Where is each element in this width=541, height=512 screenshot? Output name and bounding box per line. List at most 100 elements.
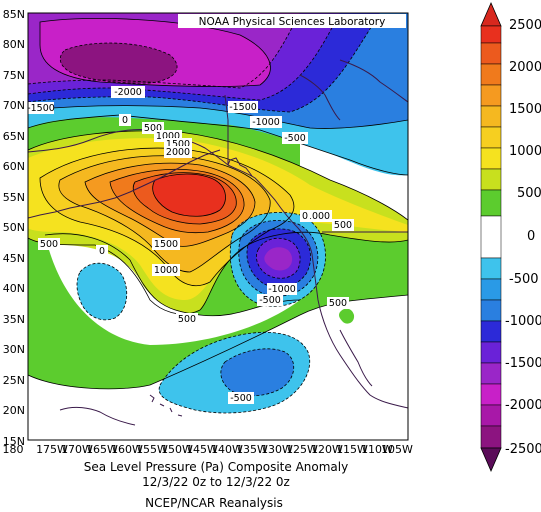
colorbar-swatch xyxy=(480,105,502,128)
colorbar-swatch xyxy=(480,257,502,280)
contour-label: -500 xyxy=(230,393,252,404)
colorbar-swatch xyxy=(480,278,502,301)
lon-axis: 180 175W 170W 165W 160W 155W 150W 145W 1… xyxy=(3,443,414,456)
lon-tick-label: 145W xyxy=(186,443,218,456)
lon-tick-label: 130W xyxy=(261,443,293,456)
colorbar-swatch xyxy=(480,425,502,449)
lat-tick-label: 15N xyxy=(3,435,25,448)
contour-label: 500 xyxy=(178,314,196,325)
lat-tick-label: 70N xyxy=(3,99,25,112)
lon-tick-label: 175W xyxy=(36,443,68,456)
colorbar-swatch xyxy=(480,320,502,343)
contour-label: -500 xyxy=(259,295,281,306)
colorbar-label: 2000 xyxy=(509,60,541,75)
colorbar-label: -500 xyxy=(509,272,539,287)
lon-tick-label: 165W xyxy=(86,443,118,456)
contour-label: 2000 xyxy=(166,147,190,158)
contour-label: 500 xyxy=(329,298,347,309)
lat-tick-label: 25N xyxy=(3,374,25,387)
colorbar-swatch xyxy=(480,404,502,427)
lat-tick-label: 30N xyxy=(3,343,25,356)
colorbar-swatch xyxy=(480,383,502,406)
credit-text: NOAA Physical Sciences Laboratory xyxy=(199,16,386,28)
colorbar-label: 2500 xyxy=(509,18,541,33)
colorbar: 2500 2000 1500 1000 500 0 -500 -1000 -15… xyxy=(480,1,541,473)
colorbar-top-arrow xyxy=(480,1,502,27)
lat-tick-label: 80N xyxy=(3,38,25,51)
lat-tick-label: 55N xyxy=(3,191,25,204)
anomaly-field-small-positive xyxy=(339,308,355,324)
lat-tick-label: 35N xyxy=(3,313,25,326)
lon-tick-label: 180 xyxy=(3,443,24,456)
colorbar-swatch xyxy=(480,215,502,259)
anomaly-field-pos-2000 xyxy=(152,174,226,217)
colorbar-swatch xyxy=(480,299,502,322)
colorbar-swatch xyxy=(480,25,502,44)
contour-label: 1500 xyxy=(154,239,178,250)
caption: Sea Level Pressure (Pa) Composite Anomal… xyxy=(84,460,348,510)
contour-label: -1000 xyxy=(268,284,296,295)
colorbar-label: 0 xyxy=(527,229,535,244)
colorbar-swatch xyxy=(480,341,502,364)
lat-tick-label: 85N xyxy=(3,8,25,21)
colorbar-swatch xyxy=(480,362,502,385)
lon-tick-label: 105W xyxy=(381,443,413,456)
anomaly-field-subtropical-low-neg-500 xyxy=(220,348,294,396)
lat-tick-label: 45N xyxy=(3,252,25,265)
lon-tick-label: 170W xyxy=(61,443,93,456)
lon-tick-label: 150W xyxy=(161,443,193,456)
contour-lines xyxy=(28,18,408,390)
colorbar-label: -2500 xyxy=(505,442,541,457)
lat-tick-label: 40N xyxy=(3,282,25,295)
colorbar-swatch xyxy=(480,63,502,86)
map-plot-area: -2000 -1500 -1500 -1000 -500 0 500 1000 … xyxy=(27,13,408,440)
colorbar-label: 500 xyxy=(517,186,541,201)
contour-label: 1000 xyxy=(156,131,180,142)
contour-label: -1500 xyxy=(229,102,257,113)
colorbar-label: 1500 xyxy=(509,102,541,117)
lat-tick-label: 75N xyxy=(3,69,25,82)
colorbar-swatch xyxy=(480,147,502,170)
colorbar-swatch xyxy=(480,168,502,191)
lat-tick-label: 60N xyxy=(3,160,25,173)
colorbar-label: 1000 xyxy=(509,144,541,159)
anomaly-field-low-neg-1250 xyxy=(264,247,293,271)
lon-tick-label: 160W xyxy=(111,443,143,456)
caption-dates: 12/3/22 0z to 12/3/22 0z xyxy=(142,475,290,489)
contour-label: -1500 xyxy=(27,103,55,114)
contour-label: 0 xyxy=(99,246,105,257)
contour-label: 0 xyxy=(302,211,308,222)
colorbar-swatch xyxy=(480,189,502,217)
lon-tick-label: 135W xyxy=(236,443,268,456)
lon-tick-label: 140W xyxy=(211,443,243,456)
lat-tick-label: 20N xyxy=(3,404,25,417)
caption-source: NCEP/NCAR Reanalysis xyxy=(145,496,283,510)
contour-label: 0 xyxy=(122,115,128,126)
colorbar-bottom-arrow xyxy=(480,447,502,473)
anomaly-field-neg-2250 xyxy=(60,43,178,84)
negative-contour-lines xyxy=(28,13,381,414)
colorbar-swatch xyxy=(480,84,502,107)
contour-label: 1000 xyxy=(306,211,330,222)
contour-label: -1000 xyxy=(252,117,280,128)
colorbar-label: -1000 xyxy=(505,314,541,329)
contour-label: 500 xyxy=(334,220,352,231)
contour-label: 1000 xyxy=(154,265,178,276)
lon-tick-label: 110W xyxy=(361,443,393,456)
lon-tick-label: 115W xyxy=(336,443,368,456)
lat-tick-label: 50N xyxy=(3,221,25,234)
lat-axis: 85N 80N 75N 70N 65N 60N 55N 50N 45N 40N … xyxy=(3,8,25,448)
lon-tick-label: 125W xyxy=(286,443,318,456)
colorbar-label: -1500 xyxy=(505,356,541,371)
contour-label: 500 xyxy=(144,123,162,134)
lon-tick-label: 155W xyxy=(136,443,168,456)
caption-title: Sea Level Pressure (Pa) Composite Anomal… xyxy=(84,460,348,474)
colorbar-swatch xyxy=(480,126,502,149)
contour-label-group: -2000 -1500 -1500 -1000 -500 0 500 1000 … xyxy=(27,86,354,404)
lon-tick-label: 120W xyxy=(311,443,343,456)
anomaly-field-west-low xyxy=(77,263,127,320)
contour-label: -500 xyxy=(284,133,306,144)
colorbar-label: -2000 xyxy=(505,398,541,413)
colorbar-swatch xyxy=(480,42,502,65)
